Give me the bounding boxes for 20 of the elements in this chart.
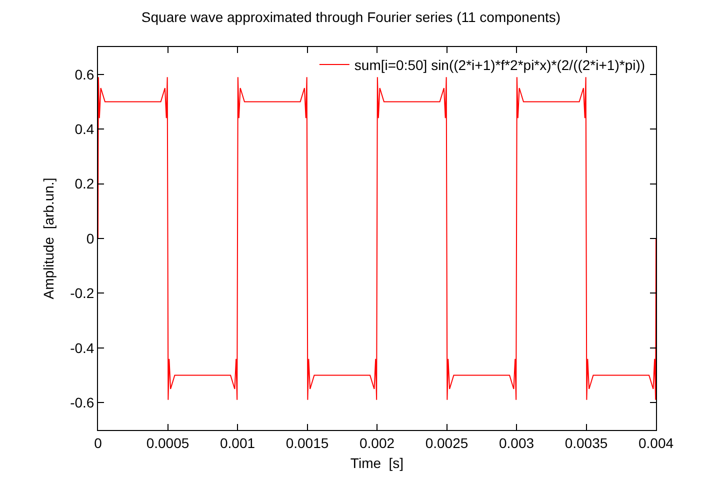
y-tick-label: 0 <box>86 230 94 246</box>
x-tick-label: 0.0005 <box>146 434 190 451</box>
chart-title: Square wave approximated through Fourier series (11 components) <box>141 9 561 26</box>
x-tick-label: 0.0015 <box>286 434 329 451</box>
x-tick-label: 0.0035 <box>564 434 608 451</box>
y-tick-label: -0.2 <box>70 285 94 302</box>
legend-label: sum[i=0:50] sin((2*i+1)*f*2*pi*x)*(2/((2*i+1)*pi)) <box>354 56 646 73</box>
line-series <box>98 76 656 400</box>
x-tick-label: 0.002 <box>359 434 395 451</box>
y-tick-label: 0.6 <box>74 66 94 82</box>
x-tick-label: 0.001 <box>220 434 256 451</box>
x-tick-label: 0.004 <box>638 434 674 451</box>
x-tick-label: 0.003 <box>498 434 534 451</box>
x-tick-label: 0.0025 <box>425 434 468 451</box>
y-tick-label: 0.4 <box>74 120 94 137</box>
y-axis-title: Amplitude [arb.un.] <box>40 178 57 300</box>
x-axis-title: Time [s] <box>350 455 404 472</box>
y-tick-label: 0.2 <box>74 176 94 192</box>
y-tick-label: -0.4 <box>70 340 94 356</box>
y-tick-label: -0.6 <box>70 394 94 411</box>
